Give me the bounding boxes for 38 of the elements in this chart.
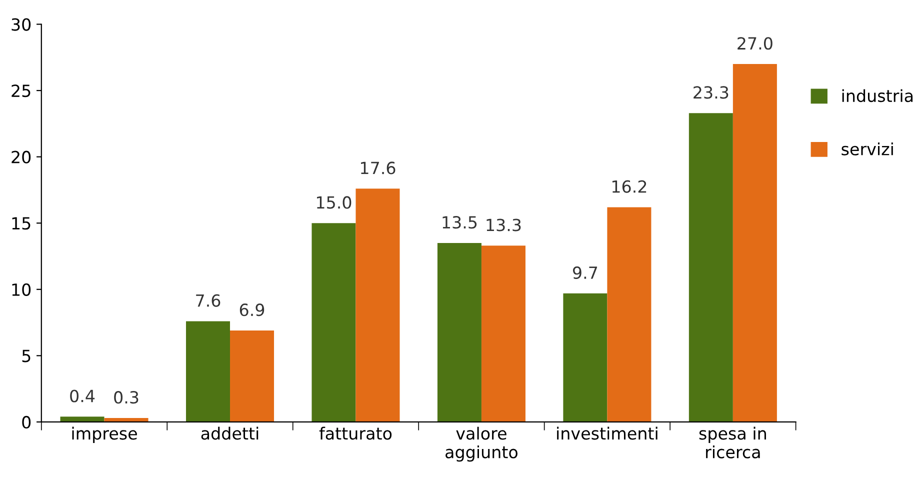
x-tick-label: valore aggiunto — [446, 426, 518, 462]
data-label: 7.6 — [196, 294, 220, 307]
bar — [732, 64, 777, 422]
bar — [230, 330, 274, 422]
y-tick-label: 10 — [12, 283, 31, 296]
data-label: 27.0 — [738, 37, 772, 50]
x-tick-label: fatturato — [319, 426, 392, 440]
legend-label: servizi — [842, 142, 893, 156]
data-label: 9.7 — [572, 266, 598, 280]
y-tick-label: 0 — [22, 416, 31, 429]
y-tick-label: 25 — [12, 84, 30, 98]
bar — [688, 113, 733, 422]
data-label: 17.6 — [361, 162, 396, 174]
bar — [481, 246, 526, 422]
data-label: 0.3 — [114, 391, 138, 404]
bar — [186, 321, 230, 422]
bar — [356, 188, 400, 422]
data-label: 16.2 — [612, 180, 646, 193]
data-label: 15.0 — [317, 196, 352, 209]
legend-label: industria — [842, 89, 913, 102]
data-label: 23.3 — [694, 86, 728, 99]
y-tick-label: 15 — [12, 217, 30, 230]
bar — [60, 416, 104, 422]
data-label: 13.3 — [486, 218, 521, 232]
data-label: 0.4 — [70, 390, 95, 402]
y-tick-label: 30 — [12, 18, 31, 31]
data-label: 6.9 — [240, 304, 264, 316]
y-tick-label: 5 — [22, 350, 30, 362]
y-tick-label: 20 — [12, 150, 31, 164]
bar — [607, 207, 652, 422]
data-label: 13.5 — [442, 216, 477, 229]
x-tick-label: imprese — [72, 426, 137, 443]
bar — [437, 242, 482, 422]
bar — [312, 223, 356, 422]
bar — [563, 293, 608, 422]
x-tick-label: addetti — [201, 426, 258, 440]
x-tick-label: spesa in ricerca — [699, 426, 766, 458]
x-tick-label: investimenti — [557, 426, 658, 440]
